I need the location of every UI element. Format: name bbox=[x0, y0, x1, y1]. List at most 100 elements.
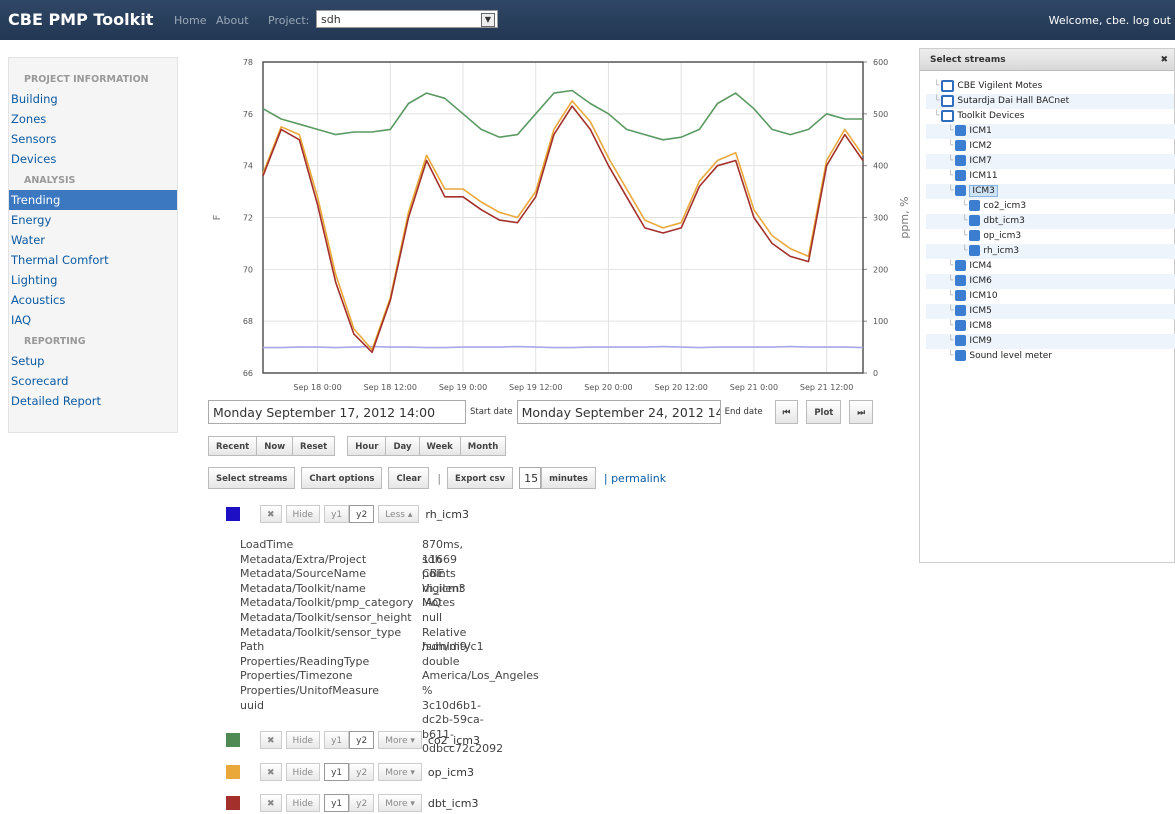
nav-item[interactable]: Acoustics bbox=[11, 293, 66, 307]
hide-button[interactable]: Hide bbox=[285, 763, 321, 781]
tree-node[interactable]: └ dbt_icm3 bbox=[926, 214, 1175, 229]
tree-node[interactable]: └ Sutardja Dai Hall BACnet bbox=[926, 94, 1174, 109]
export-button[interactable]: Export csv bbox=[447, 467, 514, 489]
tree-node[interactable]: └ ICM11 bbox=[926, 169, 1175, 184]
tool-button[interactable]: Clear bbox=[388, 467, 430, 489]
y2-button[interactable]: y2 bbox=[349, 505, 375, 523]
hide-button[interactable]: Hide bbox=[285, 794, 321, 812]
nav-item[interactable]: Devices bbox=[11, 152, 57, 166]
tree-node[interactable]: └ ICM10 bbox=[926, 289, 1175, 304]
y-tick-label: 78 bbox=[243, 58, 253, 67]
hide-button[interactable]: Hide bbox=[285, 731, 321, 749]
nav-button[interactable]: ⏮ bbox=[774, 400, 799, 424]
stream-name: rh_icm3 bbox=[425, 507, 469, 521]
more-button[interactable]: More ▾ bbox=[378, 763, 422, 781]
tree-connector: └ bbox=[934, 81, 940, 91]
tree-node[interactable]: └ ICM5 bbox=[926, 304, 1175, 319]
more-button[interactable]: More ▾ bbox=[378, 794, 422, 812]
tree-node[interactable]: └ co2_icm3 bbox=[926, 199, 1175, 214]
panel-close[interactable]: ✖ bbox=[1160, 55, 1168, 65]
x-tick-label: Sep 21 12:00 bbox=[800, 383, 853, 392]
y2-button[interactable]: y2 bbox=[349, 763, 375, 781]
remove-button[interactable]: ✖ bbox=[260, 731, 282, 749]
brand[interactable]: CBE PMP Toolkit bbox=[8, 10, 154, 29]
y1-button[interactable]: y1 bbox=[324, 731, 350, 749]
sidebar: PROJECT INFORMATION Building Zones Sensors D… bbox=[8, 57, 178, 433]
tool-button[interactable]: Chart options bbox=[301, 467, 383, 489]
range-button[interactable]: Day bbox=[386, 436, 420, 456]
nav-item[interactable]: Lighting bbox=[11, 273, 58, 287]
tree-connector: └ bbox=[962, 216, 968, 226]
nav-item[interactable]: Sensors bbox=[11, 132, 57, 146]
tree-label: ICM11 bbox=[969, 171, 998, 181]
metadata-value: America/Los_Angeles bbox=[422, 669, 539, 683]
project-select[interactable]: sdh ▼ bbox=[316, 10, 498, 28]
range-button[interactable]: Recent bbox=[208, 436, 258, 456]
nav-button[interactable]: Plot bbox=[806, 400, 842, 424]
nav-item[interactable]: Setup bbox=[11, 354, 45, 368]
more-button[interactable]: More ▾ bbox=[378, 731, 422, 749]
nav-button[interactable]: ⏭ bbox=[849, 400, 874, 424]
y1-button[interactable]: y1 bbox=[324, 763, 350, 781]
tree-icon bbox=[969, 215, 981, 226]
tree-node[interactable]: └ ICM7 bbox=[926, 154, 1175, 169]
range-button[interactable]: Now bbox=[257, 436, 294, 456]
tree-node[interactable]: └ ICM4 bbox=[926, 259, 1175, 274]
tree-node[interactable]: └ ICM2 bbox=[926, 139, 1175, 154]
tree-node[interactable]: └ Sound level meter bbox=[926, 349, 1175, 364]
nav-item[interactable]: Scorecard bbox=[11, 374, 69, 388]
y2-tick-label: 500 bbox=[873, 110, 888, 119]
nav-link[interactable]: Home bbox=[174, 14, 207, 27]
hide-button[interactable]: Hide bbox=[285, 505, 321, 523]
y2-button[interactable]: y2 bbox=[349, 794, 375, 812]
range-button[interactable]: Reset bbox=[293, 436, 336, 456]
nav-item[interactable]: Water bbox=[11, 233, 45, 247]
welcome[interactable]: Welcome, cbe. log out bbox=[1048, 14, 1171, 27]
interval-input[interactable]: 15 bbox=[519, 467, 542, 489]
tree-node[interactable]: └ ICM8 bbox=[926, 319, 1175, 334]
y2-button[interactable]: y2 bbox=[349, 731, 375, 749]
tree-label: ICM1 bbox=[969, 126, 992, 136]
permalink[interactable]: | permalink bbox=[603, 471, 667, 485]
nav-link[interactable]: About bbox=[216, 14, 249, 27]
end-date-input[interactable]: Monday September 24, 2012 14:00 bbox=[516, 400, 721, 424]
interval-unit[interactable]: minutes bbox=[541, 467, 596, 489]
axis-toggle: y1 y2 bbox=[324, 763, 375, 781]
tree-node[interactable]: └ Toolkit Devices bbox=[926, 109, 1174, 124]
nav-item[interactable]: Building bbox=[11, 92, 58, 106]
tree-connector: └ bbox=[948, 141, 954, 151]
less-button[interactable]: Less ▴ bbox=[378, 505, 420, 523]
nav-item[interactable]: IAQ bbox=[11, 313, 32, 327]
tree-node[interactable]: └ rh_icm3 bbox=[926, 244, 1175, 259]
remove-button[interactable]: ✖ bbox=[260, 505, 282, 523]
tree-node[interactable]: └ CBE Vigilent Motes bbox=[926, 79, 1174, 94]
metadata-key: uuid bbox=[240, 698, 264, 712]
tree-connector: └ bbox=[962, 246, 968, 256]
tree-node[interactable]: └ ICM9 bbox=[926, 334, 1175, 349]
nav-item[interactable]: Zones bbox=[11, 112, 47, 126]
metadata-key: Metadata/Extra/Project bbox=[240, 552, 367, 566]
nav-item[interactable]: Thermal Comfort bbox=[11, 253, 109, 267]
range-button[interactable]: Week bbox=[419, 436, 461, 456]
nav-item[interactable]: Trending bbox=[9, 190, 177, 210]
tree-node[interactable]: └ ICM1 bbox=[926, 124, 1175, 139]
tree-icon bbox=[955, 155, 967, 166]
tool-button[interactable]: Select streams bbox=[208, 467, 296, 489]
start-date-input[interactable]: Monday September 17, 2012 14:00 bbox=[208, 400, 466, 424]
tree-node[interactable]: └ ICM6 bbox=[926, 274, 1175, 289]
nav-item[interactable]: Detailed Report bbox=[11, 394, 102, 408]
tree-node[interactable]: └ op_icm3 bbox=[926, 229, 1175, 244]
tree-node[interactable]: └ ICM3 bbox=[926, 184, 1175, 199]
tree-connector: └ bbox=[948, 261, 954, 271]
remove-button[interactable]: ✖ bbox=[260, 794, 282, 812]
metadata-value: double bbox=[422, 654, 460, 668]
range-button[interactable]: Month bbox=[460, 436, 507, 456]
dropdown-arrow: ▼ bbox=[481, 13, 495, 27]
metadata-key: Path bbox=[240, 640, 265, 654]
x-tick-label: Sep 20 0:00 bbox=[584, 383, 632, 392]
remove-button[interactable]: ✖ bbox=[260, 763, 282, 781]
nav-item[interactable]: Energy bbox=[11, 213, 52, 227]
range-button[interactable]: Hour bbox=[347, 436, 387, 456]
y1-button[interactable]: y1 bbox=[324, 505, 350, 523]
y1-button[interactable]: y1 bbox=[324, 794, 350, 812]
